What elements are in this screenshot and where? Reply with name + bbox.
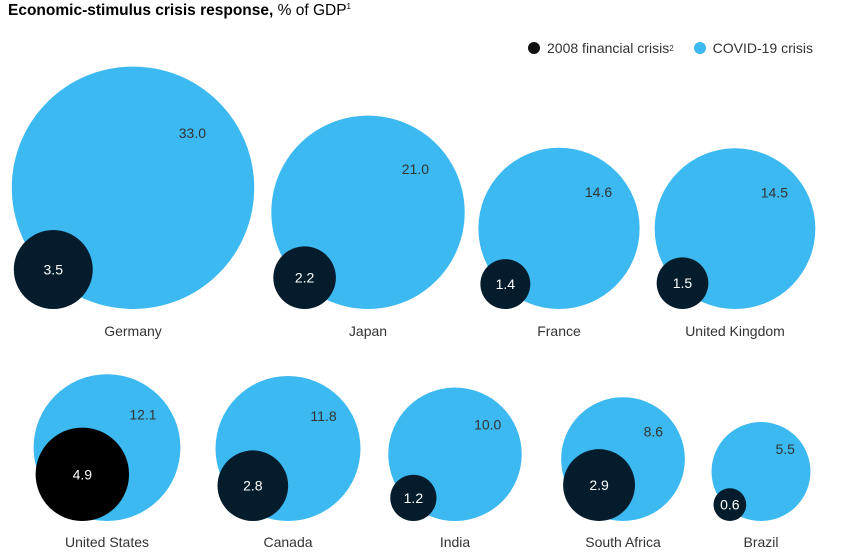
gfc-bubble-france [480, 259, 531, 309]
gfc-value-south-africa: 2.9 [589, 477, 609, 493]
country-group-united-kingdom: 14.5 1.5 United Kingdom [654, 148, 816, 339]
gfc-value-india: 1.2 [404, 490, 424, 506]
gfc-value-brazil: 0.6 [720, 497, 740, 513]
covid-value-india: 10.0 [474, 416, 501, 432]
country-label-brazil: Brazil [743, 534, 778, 550]
country-group-japan: 21.0 2.2 Japan [271, 115, 465, 339]
gfc-value-france: 1.4 [496, 276, 516, 292]
country-group-brazil: 5.5 0.6 Brazil [711, 422, 811, 550]
country-group-south-africa: 8.6 2.9 South Africa [561, 397, 685, 550]
title-footnote: 1 [346, 2, 351, 11]
gfc-bubble-canada [217, 450, 289, 521]
country-group-india: 10.0 1.2 India [388, 387, 522, 550]
legend-swatch-covid [693, 42, 706, 54]
legend-item-gfc: 2008 financial crisis 2 [528, 40, 674, 56]
country-label-japan: Japan [349, 323, 387, 339]
legend-label-covid: COVID-19 crisis [712, 40, 813, 56]
country-label-france: France [537, 323, 581, 339]
covid-value-brazil: 5.5 [776, 441, 796, 457]
gfc-bubble-south-africa [563, 449, 635, 521]
title-bold: Economic-stimulus crisis response, [8, 2, 274, 20]
covid-value-germany: 33.0 [179, 125, 206, 141]
country-group-france: 14.6 1.4 France [478, 147, 640, 339]
country-group-germany: 33.0 3.5 Germany [11, 66, 255, 339]
gfc-bubble-brazil [713, 488, 747, 521]
covid-value-united-states: 12.1 [129, 407, 156, 423]
covid-value-united-kingdom: 14.5 [761, 184, 788, 200]
gfc-bubble-germany [13, 230, 93, 309]
legend-footnote-gfc: 2 [669, 43, 674, 53]
chart-title: Economic-stimulus crisis response, % of … [8, 2, 351, 20]
gfc-value-united-states: 4.9 [73, 466, 93, 482]
country-label-south-africa: South Africa [585, 534, 661, 550]
gfc-value-united-kingdom: 1.5 [673, 275, 693, 291]
country-label-canada: Canada [263, 534, 312, 550]
covid-value-south-africa: 8.6 [644, 423, 664, 439]
gfc-bubble-japan [273, 246, 336, 309]
country-label-united-kingdom: United Kingdom [685, 323, 785, 339]
legend-label-gfc: 2008 financial crisis [547, 40, 670, 56]
country-group-united-states: 12.1 4.9 United States [33, 374, 181, 550]
covid-value-canada: 11.8 [310, 408, 336, 424]
gfc-value-germany: 3.5 [44, 262, 64, 278]
gfc-bubble-united-states [35, 427, 130, 521]
title-unit: % of GDP [273, 2, 347, 20]
country-group-canada: 11.8 2.8 Canada [215, 376, 361, 550]
legend-item-covid: COVID-19 crisis [693, 40, 813, 56]
gfc-bubble-united-kingdom [656, 257, 709, 310]
gfc-value-canada: 2.8 [243, 478, 263, 494]
country-label-india: India [440, 534, 471, 550]
country-label-united-states: United States [65, 534, 149, 550]
gfc-bubble-india [390, 474, 437, 521]
covid-value-japan: 21.0 [402, 161, 429, 177]
covid-value-france: 14.6 [585, 184, 612, 200]
legend: 2008 financial crisis 2 COVID-19 crisis [508, 40, 813, 56]
gfc-value-japan: 2.2 [295, 270, 315, 286]
country-label-germany: Germany [104, 323, 162, 339]
legend-swatch-gfc [528, 42, 541, 54]
